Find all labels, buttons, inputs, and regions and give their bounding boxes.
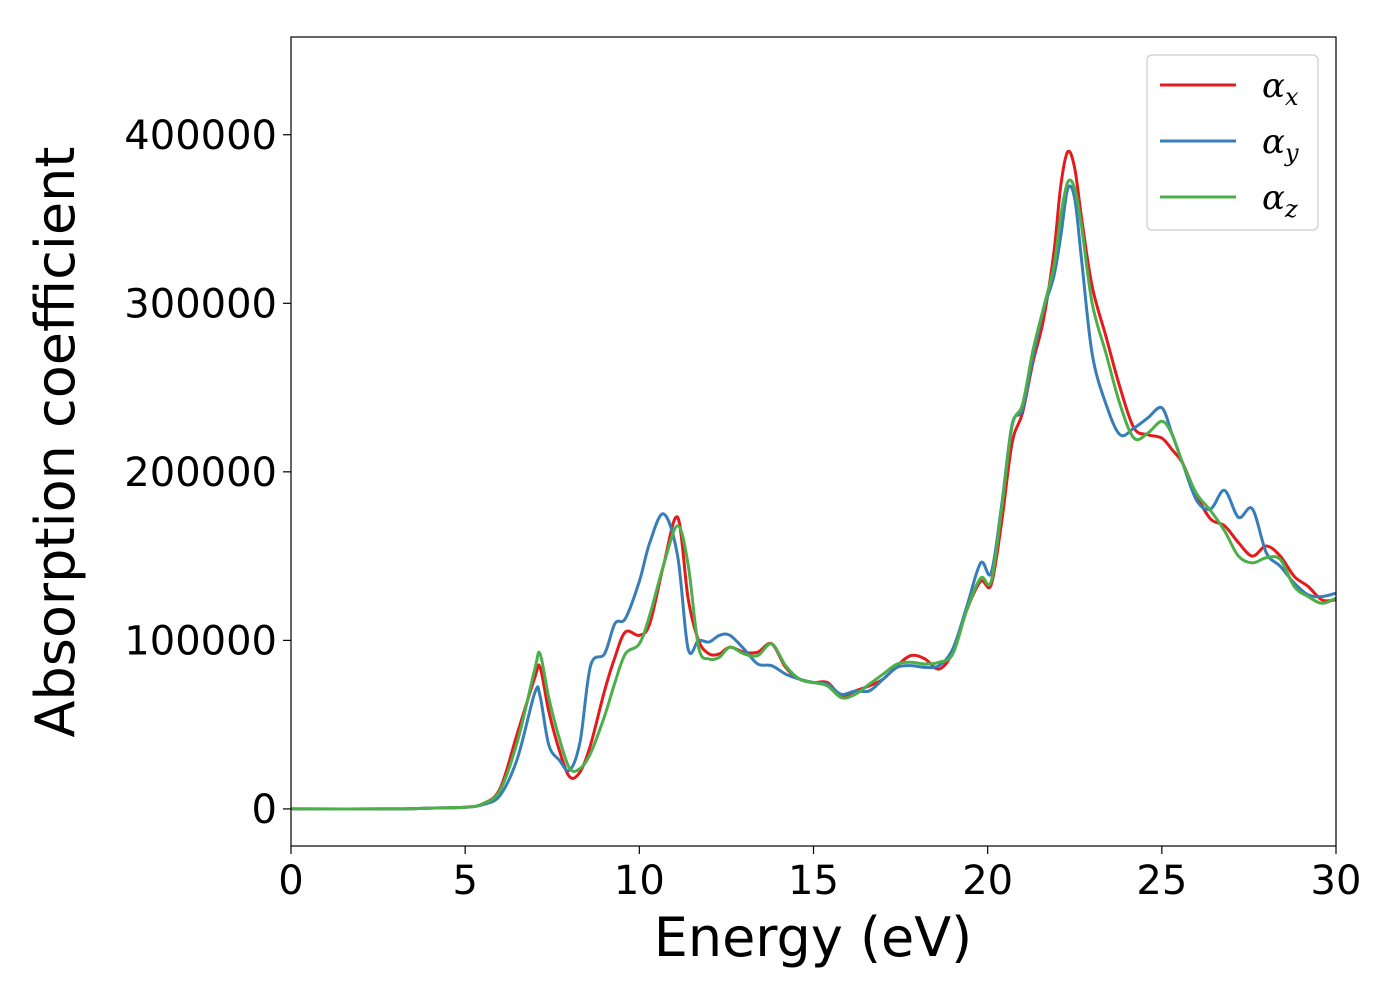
series-line-y [291, 184, 1336, 811]
x-tick-label: 0 [278, 858, 303, 904]
legend-label-y: αy [1262, 122, 1299, 167]
y-tick-label: 0 [252, 787, 277, 833]
axes-layer: 0 5 10 15 20 25 30 0 100000 200000 300000 400000 [124, 36, 1362, 904]
x-tick-label: 15 [788, 858, 839, 904]
plot-layer [291, 149, 1336, 811]
y-tick-label: 400000 [124, 113, 277, 159]
x-tick-label: 25 [1136, 858, 1187, 904]
y-tick-label: 100000 [124, 618, 277, 664]
legend: αx αy αz [1146, 54, 1319, 231]
x-axis-title: Energy (eV) [654, 906, 973, 969]
x-tick-label: 5 [452, 858, 477, 904]
legend-label-x: αx [1262, 66, 1299, 111]
x-tick-label: 20 [962, 858, 1013, 904]
x-tick-label: 10 [614, 858, 665, 904]
x-tick-label: 30 [1311, 858, 1362, 904]
series-line-z [291, 178, 1336, 811]
legend-label-z: αz [1262, 178, 1298, 223]
y-tick-label: 300000 [124, 281, 277, 327]
y-axis-title: Absorption coefficient [24, 147, 87, 738]
series-group [291, 149, 1336, 811]
y-tick-label: 200000 [124, 450, 277, 496]
